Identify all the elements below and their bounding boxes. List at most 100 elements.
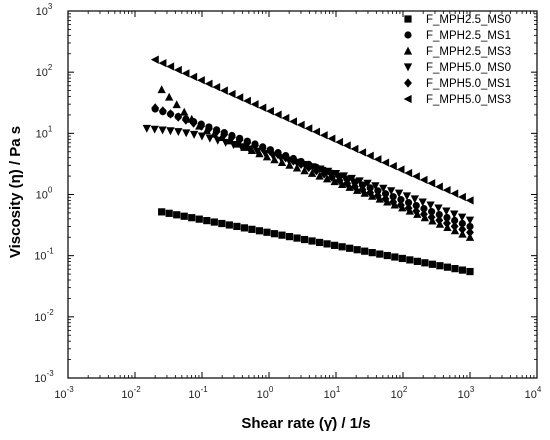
data-point — [197, 121, 206, 131]
data-point — [189, 118, 198, 128]
data-point — [173, 65, 182, 75]
series-square — [158, 208, 474, 276]
data-point — [157, 85, 166, 94]
data-point — [358, 184, 367, 195]
data-point — [292, 163, 302, 172]
data-point — [366, 188, 375, 198]
y-axis-ticks: 10-3 10-2 10-1 100 101 102 103 — [34, 2, 537, 385]
data-point — [319, 131, 328, 140]
legend-marker — [404, 78, 412, 88]
data-point — [371, 182, 380, 191]
data-point — [166, 62, 175, 71]
data-point — [150, 55, 159, 64]
data-point — [450, 221, 459, 232]
data-point — [158, 208, 166, 216]
series-layer — [142, 55, 475, 276]
data-point — [205, 134, 215, 143]
data-point — [289, 156, 298, 166]
legend-marker — [403, 94, 412, 104]
data-point — [381, 190, 390, 198]
data-point — [158, 106, 167, 116]
data-point — [419, 209, 428, 219]
data-point — [428, 207, 436, 216]
data-point — [368, 191, 377, 200]
data-point — [331, 169, 341, 178]
data-point — [322, 174, 332, 183]
data-point — [466, 227, 474, 238]
data-point — [315, 171, 324, 180]
data-point — [418, 198, 427, 207]
data-point — [436, 262, 444, 270]
data-point — [381, 158, 390, 167]
data-point — [210, 218, 218, 226]
data-point — [221, 138, 230, 147]
x-tick-label: 100 — [257, 385, 274, 401]
data-point — [419, 175, 428, 184]
data-point — [229, 141, 238, 149]
data-point — [404, 203, 413, 213]
data-point — [174, 128, 183, 137]
legend-marker — [404, 31, 412, 39]
data-point — [338, 180, 347, 189]
x-tick-label: 10-3 — [54, 385, 74, 401]
data-point — [297, 159, 306, 169]
data-point — [165, 92, 174, 101]
data-point — [274, 149, 282, 160]
data-point — [389, 197, 398, 207]
data-point — [375, 194, 384, 203]
data-point — [166, 109, 175, 119]
data-point — [421, 259, 429, 267]
data-point — [331, 241, 339, 249]
data-point — [203, 217, 211, 225]
data-point — [248, 225, 256, 233]
data-point — [402, 192, 412, 201]
data-point — [353, 246, 361, 254]
data-point — [327, 134, 336, 143]
data-point — [189, 130, 199, 139]
data-point — [273, 110, 282, 119]
data-point — [458, 219, 466, 228]
data-point — [420, 204, 428, 213]
data-point — [458, 224, 467, 235]
data-point — [304, 124, 313, 133]
data-point — [339, 172, 349, 181]
data-point — [150, 125, 159, 134]
data-point — [285, 233, 294, 241]
data-point — [376, 250, 384, 258]
data-point — [218, 219, 226, 228]
data-point — [281, 113, 290, 123]
data-point — [307, 169, 317, 177]
data-point — [435, 210, 443, 219]
legend: F_MPH2.5_MS0 F_MPH2.5_MS1 F_MPH2.5_MS3 F_MP… — [403, 14, 511, 106]
data-point — [443, 263, 452, 271]
data-point — [374, 187, 382, 195]
data-point — [165, 209, 173, 217]
data-point — [312, 127, 321, 136]
data-point — [335, 175, 344, 185]
y-tick-label: 102 — [36, 63, 53, 79]
data-point — [142, 124, 151, 133]
data-point — [174, 112, 183, 122]
data-point — [450, 189, 459, 198]
data-point — [427, 212, 436, 222]
data-point — [396, 165, 405, 174]
data-point — [381, 194, 390, 204]
data-point — [235, 93, 244, 102]
data-point — [411, 172, 420, 181]
data-point — [180, 212, 188, 220]
legend-label: F_MPH5.0_MS0 — [426, 62, 511, 74]
legend-label: F_MPH5.0_MS3 — [426, 94, 511, 106]
data-point — [428, 260, 436, 268]
data-point — [225, 221, 233, 229]
data-point — [270, 230, 279, 238]
data-point — [289, 117, 297, 126]
data-point — [342, 141, 351, 150]
data-point — [363, 179, 372, 188]
data-point — [242, 96, 251, 106]
data-point — [278, 231, 286, 239]
legend-marker — [404, 15, 412, 23]
data-point — [358, 148, 367, 157]
data-point — [346, 244, 354, 252]
legend-label: F_MPH2.5_MS0 — [426, 14, 511, 26]
